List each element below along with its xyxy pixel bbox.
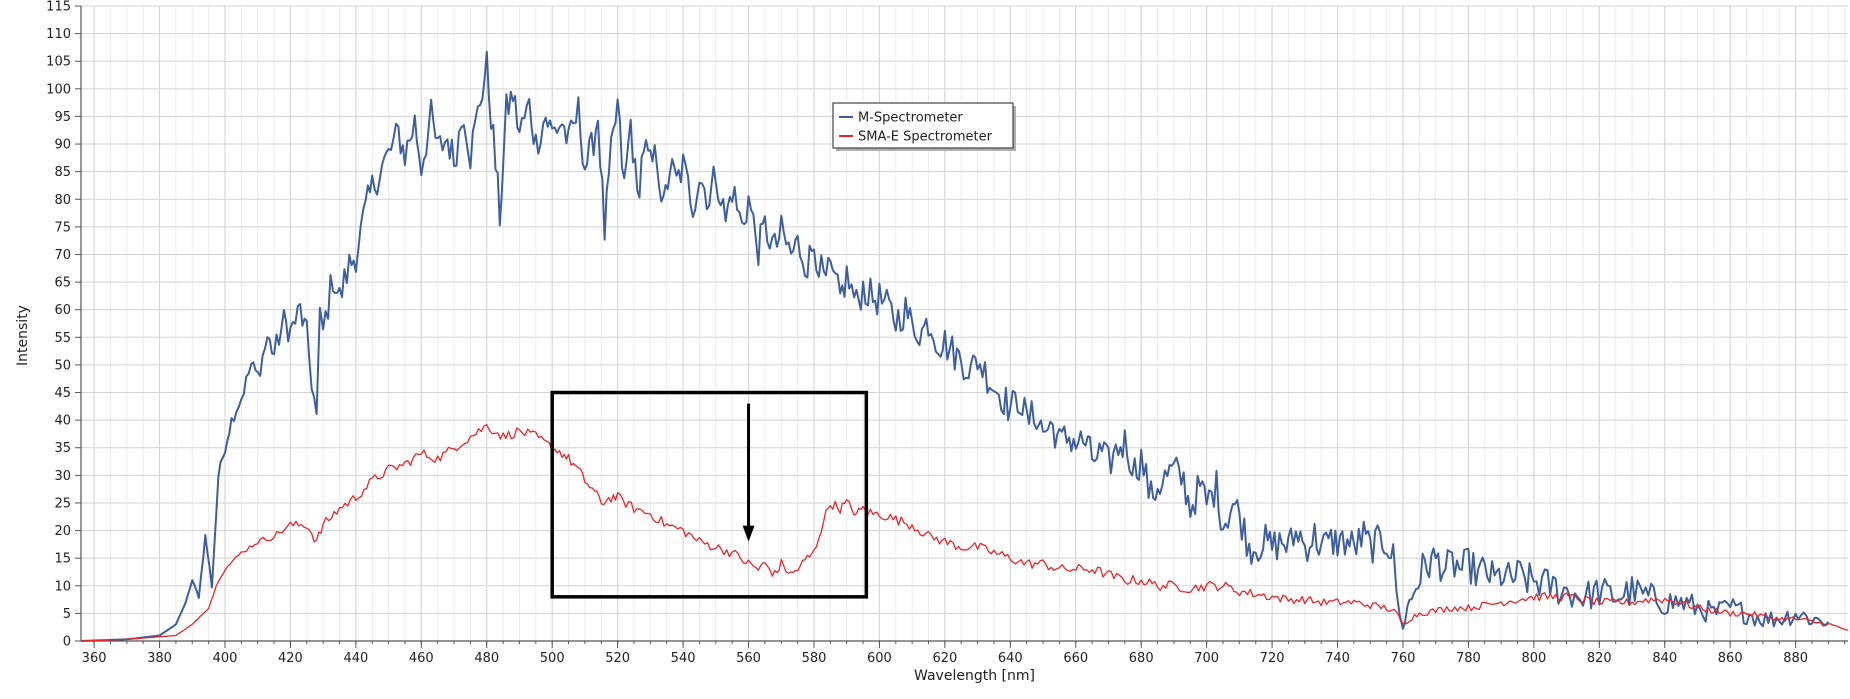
x-tick-label: 720 [1260, 651, 1285, 666]
x-tick-label: 580 [802, 651, 827, 666]
axes [80, 6, 1848, 642]
annotation-arrow-head [742, 525, 755, 542]
y-tick-label: 10 [54, 579, 71, 594]
x-tick-label: 520 [605, 651, 630, 666]
y-tick-label: 20 [54, 524, 71, 539]
y-tick-label: 75 [54, 220, 71, 235]
x-tick-label: 400 [213, 651, 238, 666]
x-tick-label: 880 [1783, 651, 1808, 666]
x-tick-label: 460 [409, 651, 434, 666]
y-tick-label: 25 [54, 496, 71, 511]
y-axis-ticks: 0 5 10 15 20 25 30 35 40 45 50 55 60 65 70 75 80 85 90 95 10… [46, 0, 81, 650]
y-tick-label: 40 [54, 414, 71, 429]
y-tick-label: 70 [54, 248, 71, 263]
x-tick-label: 560 [736, 651, 761, 666]
x-tick-label: 500 [540, 651, 565, 666]
legend-label-m-spectrometer: M-Spectrometer [858, 111, 963, 126]
y-tick-label: 90 [54, 138, 71, 153]
series-line-m-spectrometer [80, 50, 1830, 642]
x-tick-label: 780 [1456, 651, 1481, 666]
x-tick-label: 840 [1652, 651, 1677, 666]
y-tick-label: 55 [54, 331, 71, 346]
legend: M-Spectrometer SMA-E Spectrometer [832, 102, 1016, 151]
x-tick-label: 660 [1063, 651, 1088, 666]
series-layer [80, 50, 1849, 642]
x-tick-label: 480 [474, 651, 499, 666]
x-tick-label: 640 [998, 651, 1023, 666]
x-tick-label: 540 [671, 651, 696, 666]
x-tick-label: 620 [932, 651, 957, 666]
y-tick-label: 50 [54, 358, 71, 373]
x-tick-label: 360 [82, 651, 107, 666]
x-tick-label: 420 [278, 651, 303, 666]
x-tick-label: 820 [1587, 651, 1612, 666]
x-tick-label: 380 [147, 651, 172, 666]
y-tick-label: 5 [63, 607, 71, 622]
y-tick-label: 65 [54, 276, 71, 291]
x-tick-label: 740 [1325, 651, 1350, 666]
y-tick-label: 30 [54, 469, 71, 484]
x-axis-title: Wavelength [nm] [914, 668, 1035, 684]
y-tick-label: 115 [46, 0, 71, 15]
x-tick-label: 700 [1194, 651, 1219, 666]
x-tick-label: 600 [867, 651, 892, 666]
y-tick-label: 0 [63, 635, 71, 650]
series-line-sma-e-spectrometer [80, 424, 1849, 642]
x-axis-ticks: 360 380 400 420 440 460 480 500 520 540 560 580 600 6… [82, 641, 1846, 666]
y-tick-label: 100 [46, 82, 71, 97]
x-tick-label: 440 [343, 651, 368, 666]
y-tick-label: 95 [54, 110, 71, 125]
y-tick-label: 45 [54, 386, 71, 401]
x-tick-label: 860 [1718, 651, 1743, 666]
y-tick-label: 15 [54, 552, 71, 567]
y-tick-label: 60 [54, 303, 71, 318]
y-axis-title: Intensity [15, 305, 31, 366]
y-tick-label: 80 [54, 193, 71, 208]
legend-label-sma-e-spectrometer: SMA-E Spectrometer [858, 130, 993, 145]
y-tick-label: 110 [46, 27, 71, 42]
x-tick-label: 680 [1129, 651, 1154, 666]
y-tick-label: 85 [54, 165, 71, 180]
y-tick-label: 35 [54, 441, 71, 456]
annotation-layer [550, 390, 869, 599]
x-tick-label: 800 [1521, 651, 1546, 666]
y-tick-label: 105 [46, 55, 71, 70]
legend-box [832, 102, 1014, 149]
x-tick-label: 760 [1391, 651, 1416, 666]
highlight-rectangle [550, 390, 869, 599]
